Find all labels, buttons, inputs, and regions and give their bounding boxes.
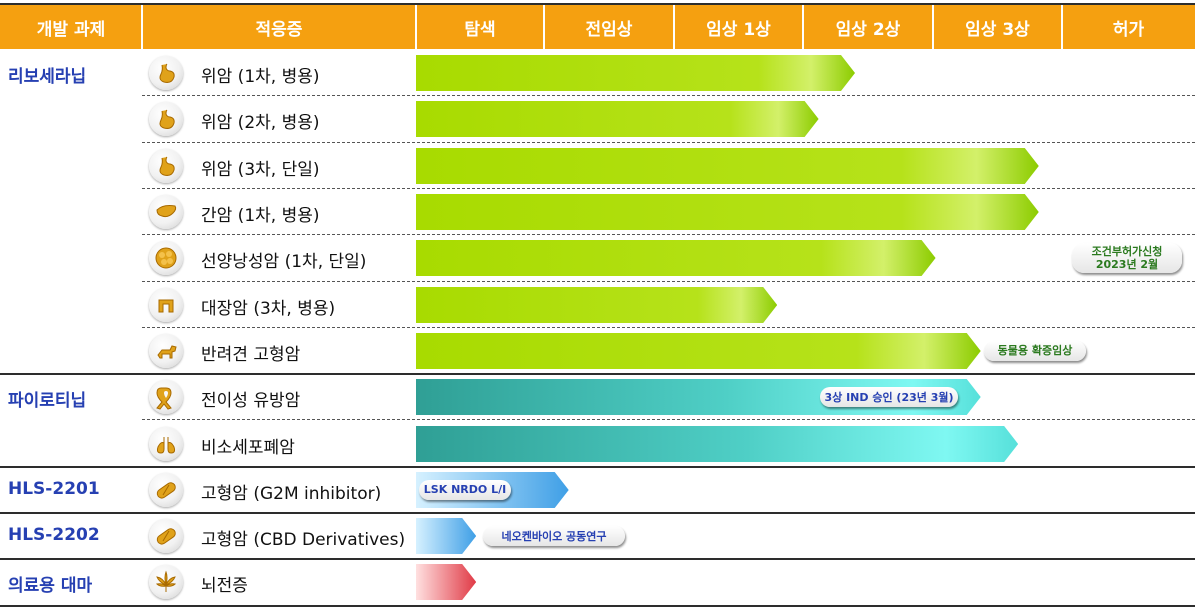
indication-label: 뇌전증 [201, 576, 248, 597]
group-divider [0, 604, 1195, 607]
header-separator [673, 5, 675, 49]
row-divider [142, 326, 1195, 328]
header-stage-discovery: 탐색 [416, 5, 544, 49]
row-divider [142, 141, 1195, 143]
header-indication: 적응증 [142, 5, 416, 49]
progress-bar [416, 518, 477, 555]
ribbon-icon [149, 380, 183, 415]
indication-label: 위암 (3차, 단일) [201, 159, 320, 180]
header-project: 개발 과제 [0, 5, 142, 49]
header-top-rule [0, 3, 1195, 5]
indication-label: 비소세포폐암 [201, 437, 295, 458]
stage-note-badge: 네오켄바이오 공동연구 [483, 526, 625, 547]
indication-label: 고형암 (G2M inhibitor) [201, 483, 382, 504]
indication-label: 선양낭성암 (1차, 단일) [201, 252, 367, 273]
stomach-icon [149, 148, 183, 183]
progress-bar-shape [416, 55, 855, 92]
progress-bar-shape [416, 425, 1019, 462]
header-separator [415, 5, 417, 49]
progress-bar-shape [416, 564, 477, 601]
progress-bar [416, 332, 981, 369]
header-stage-phase1: 임상 1상 [674, 5, 803, 49]
progress-bar [416, 564, 477, 601]
indication-label: 대장암 (3차, 병용) [201, 298, 336, 319]
progress-bar-shape [416, 147, 1039, 184]
row-divider [142, 187, 1195, 189]
indication-label: 위암 (2차, 병용) [201, 113, 320, 134]
pill-icon [149, 472, 183, 507]
header-separator [932, 5, 934, 49]
row-divider [142, 280, 1195, 282]
indication-label: 위암 (1차, 병용) [201, 67, 320, 88]
group-divider [0, 512, 1195, 514]
progress-bar-shape [416, 101, 819, 138]
progress-bar [416, 55, 855, 92]
stage-note-badge: LSK NRDO L/I [419, 479, 511, 500]
progress-bar [416, 147, 1039, 184]
row-divider [142, 234, 1195, 236]
indication-label: 반려견 고형암 [201, 344, 301, 365]
header-separator [141, 5, 143, 49]
dog-icon [149, 333, 183, 368]
progress-bar-shape [416, 286, 778, 323]
cannabis-icon [149, 565, 183, 600]
header-stage-preclinical: 전임상 [544, 5, 674, 49]
header-stage-phase3: 임상 3상 [933, 5, 1062, 49]
indication-label: 전이성 유방암 [201, 391, 301, 412]
indication-label: 간암 (1차, 병용) [201, 206, 320, 227]
stage-note-badge: 동물용 확증임상 [984, 340, 1086, 361]
row-divider [142, 419, 1195, 421]
progress-bar-shape [416, 240, 936, 277]
progress-bar [416, 101, 819, 138]
progress-bar [416, 425, 1019, 462]
progress-bar [416, 194, 1039, 231]
stage-note-badge: 조건부허가신청 2023년 2월 [1072, 243, 1182, 274]
group-divider [0, 373, 1195, 376]
project-label: 리보세라닙 [8, 67, 87, 88]
project-label: HLS-2202 [8, 525, 100, 546]
progress-bar [416, 286, 778, 323]
indication-label: 고형암 (CBD Derivatives) [201, 530, 406, 551]
stage-note-badge: 3상 IND 승인 (23년 3월) [820, 387, 958, 408]
header-separator [802, 5, 804, 49]
header-separator [543, 5, 545, 49]
lungs-icon [149, 426, 183, 461]
progress-bar [416, 240, 936, 277]
progress-bar-shape [416, 194, 1039, 231]
stomach-icon [149, 56, 183, 91]
row-divider [142, 95, 1195, 97]
group-divider [0, 558, 1195, 561]
project-label: 파이로티닙 [8, 391, 87, 412]
header-separator [1061, 5, 1063, 49]
progress-bar-shape [416, 332, 981, 369]
project-label: HLS-2201 [8, 478, 100, 499]
stomach-icon [149, 102, 183, 137]
project-label: 의료용 대마 [8, 576, 93, 597]
gland-icon [149, 241, 183, 276]
pill-icon [149, 519, 183, 554]
intestine-icon [149, 287, 183, 322]
progress-bar-shape [416, 518, 477, 555]
header-stage-phase2: 임상 2상 [803, 5, 933, 49]
liver-icon [149, 195, 183, 230]
group-divider [0, 465, 1195, 468]
header-stage-approval: 허가 [1062, 5, 1195, 49]
